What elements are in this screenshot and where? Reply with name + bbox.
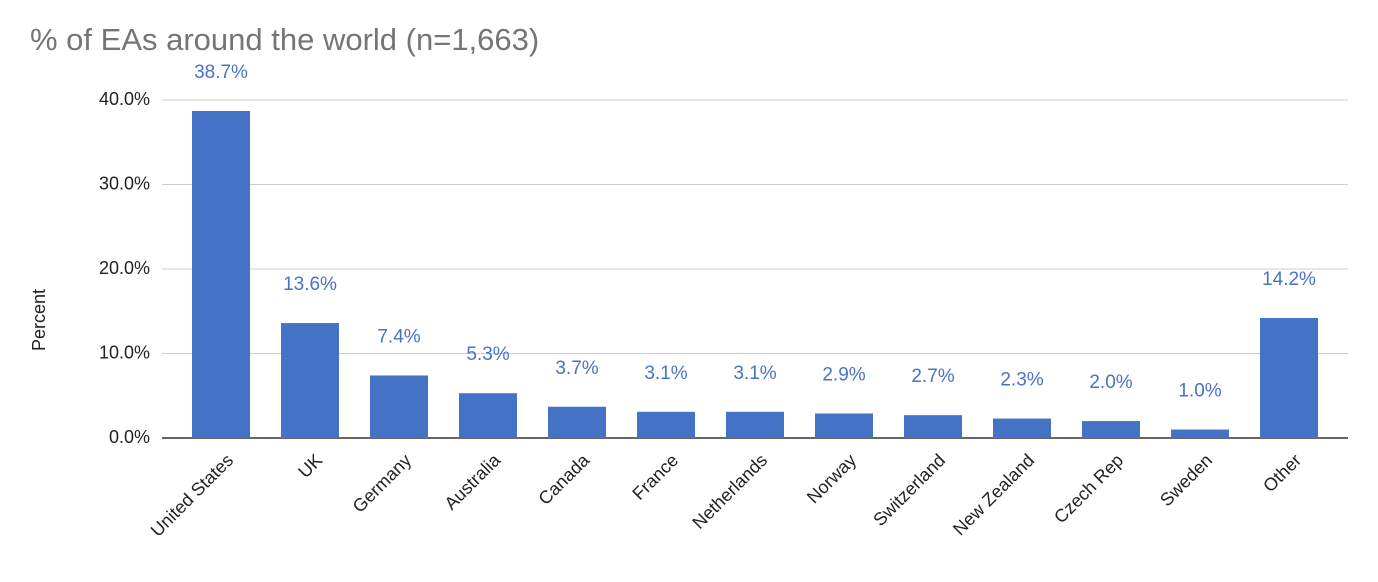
value-label: 14.2% [1262,269,1316,290]
x-tick-label: Netherlands [688,450,771,533]
y-tick-label: 10.0% [99,342,150,362]
bar [281,323,339,438]
value-label: 2.9% [822,365,865,386]
x-tick-label: Sweden [1156,450,1216,510]
y-axis-title: Percent [29,289,49,351]
bar [726,411,784,438]
value-label: 38.7% [194,62,248,83]
bar [904,415,962,438]
value-label: 5.3% [466,344,509,365]
x-tick-label: New Zealand [949,450,1038,539]
bar [993,418,1051,438]
value-label: 3.1% [733,363,776,384]
bar [548,406,606,438]
x-tick-label: France [628,450,682,504]
x-tick-label: Switzerland [869,450,949,530]
x-tick-label: Australia [441,449,505,513]
x-tick-label: Norway [803,450,860,507]
y-tick-label: 0.0% [109,427,150,447]
x-tick-label: UK [294,450,326,482]
bar [459,393,517,438]
value-label: 2.7% [911,366,954,387]
x-tick-label: Other [1259,450,1305,496]
value-label: 1.0% [1178,381,1221,402]
bar [1260,318,1318,438]
x-tick-label: Canada [534,449,593,508]
x-tick-label: Czech Rep [1050,450,1127,527]
value-label: 2.3% [1000,370,1043,391]
bar [192,110,250,439]
bar [1082,421,1140,438]
bar [637,411,695,438]
value-label: 3.1% [644,363,687,384]
value-label: 7.4% [377,326,420,347]
y-tick-label: 40.0% [99,89,150,109]
value-label: 13.6% [283,274,337,295]
x-tick-label: Germany [349,450,415,516]
y-tick-label: 20.0% [99,258,150,278]
bar [370,375,428,438]
y-tick-label: 30.0% [99,173,150,193]
value-label: 2.0% [1089,372,1132,393]
bar [815,413,873,438]
chart-title: % of EAs around the world (n=1,663) [30,22,539,57]
bar [1171,429,1229,438]
x-tick-label: United States [147,450,238,541]
value-label: 3.7% [555,358,598,379]
